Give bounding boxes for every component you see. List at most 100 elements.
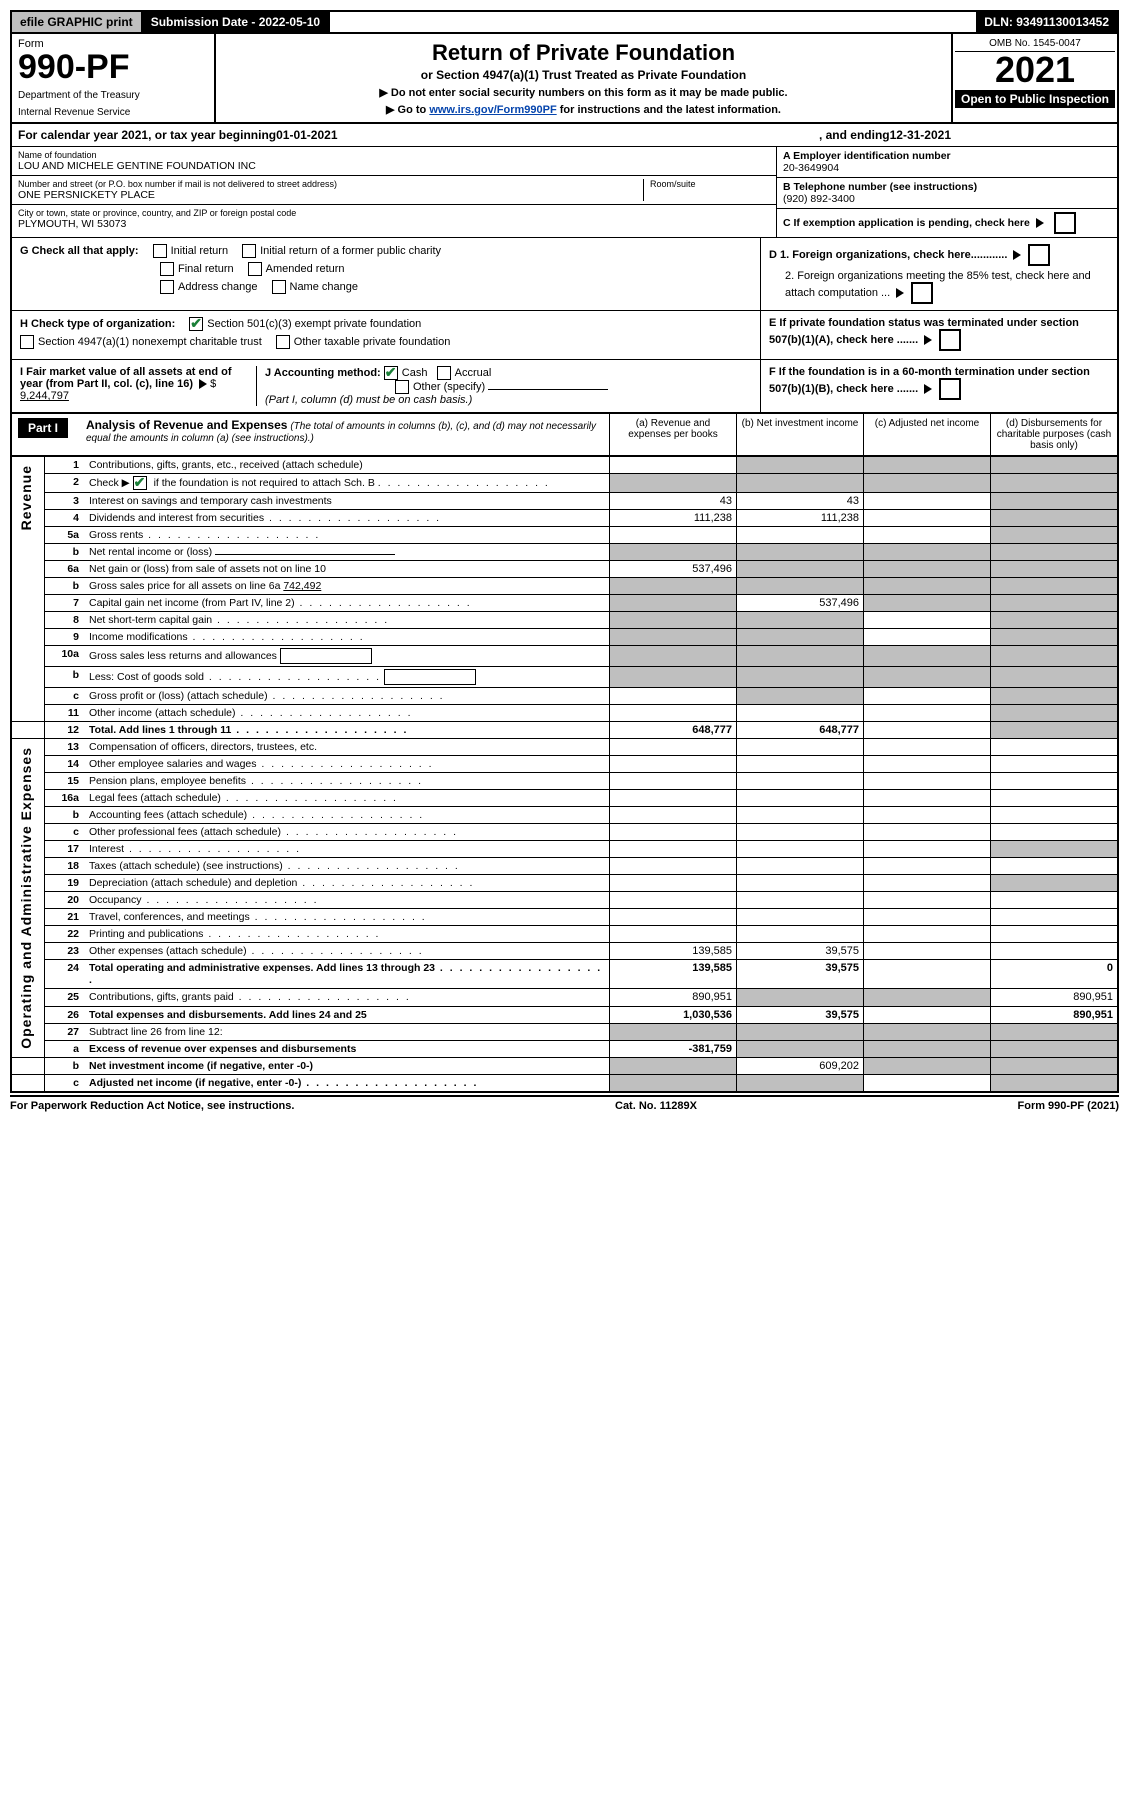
foundation-name-label: Name of foundation [18, 150, 770, 160]
g-name: Name change [290, 281, 359, 293]
arrow-icon [896, 288, 904, 298]
arrow-icon [1036, 218, 1044, 228]
h-other-tax: Other taxable private foundation [294, 336, 451, 348]
e-checkbox[interactable] [939, 329, 961, 351]
g-addr-checkbox[interactable] [160, 280, 174, 294]
col-g: G Check all that apply: Initial return I… [12, 238, 761, 310]
part-1-header: Part I Analysis of Revenue and Expenses … [12, 414, 1117, 456]
arrow-icon [199, 379, 207, 389]
line-13: Operating and Administrative Expenses 13… [12, 739, 1117, 756]
j-accrual-checkbox[interactable] [437, 366, 451, 380]
calyear-begin: 01-01-2021 [276, 128, 337, 142]
line-27b: bNet investment income (if negative, ent… [12, 1057, 1117, 1074]
line-20: 20Occupancy [12, 892, 1117, 909]
line-6b: b Gross sales price for all assets on li… [12, 578, 1117, 595]
col-f: F If the foundation is in a 60-month ter… [761, 360, 1117, 412]
room-suite-label: Room/suite [650, 179, 770, 189]
header-right: OMB No. 1545-0047 2021 Open to Public In… [951, 34, 1117, 122]
line-1: Revenue 1 Contributions, gifts, grants, … [12, 457, 1117, 474]
footer-mid: Cat. No. 11289X [615, 1100, 697, 1112]
row-ij-f: I Fair market value of all assets at end… [10, 360, 1119, 414]
part-1: Part I Analysis of Revenue and Expenses … [10, 414, 1119, 1093]
d1-label: D 1. Foreign organizations, check here..… [769, 249, 1007, 261]
ident-left: Name of foundation LOU AND MICHELE GENTI… [12, 147, 777, 237]
expenses-side-label: Operating and Administrative Expenses [16, 741, 36, 1055]
submission-date: Submission Date - 2022-05-10 [143, 12, 330, 32]
line-12: 12 Total. Add lines 1 through 11 648,777… [12, 722, 1117, 739]
city-value: PLYMOUTH, WI 53073 [18, 218, 770, 230]
l2-checkbox[interactable] [133, 476, 147, 490]
submission-date-label: Submission Date - [151, 15, 259, 29]
line-5a: 5a Gross rents [12, 527, 1117, 544]
j-cash: Cash [402, 367, 428, 379]
phone-label: B Telephone number (see instructions) [783, 181, 1111, 193]
h-501c3: Section 501(c)(3) exempt private foundat… [207, 318, 421, 330]
dln-label: DLN: [984, 15, 1016, 29]
line-16c: cOther professional fees (attach schedul… [12, 824, 1117, 841]
header-mid: Return of Private Foundation or Section … [216, 34, 951, 122]
form-title: Return of Private Foundation [226, 40, 941, 66]
g-final-checkbox[interactable] [160, 262, 174, 276]
row-g-d: G Check all that apply: Initial return I… [10, 238, 1119, 311]
line-15: 15Pension plans, employee benefits [12, 773, 1117, 790]
exemption-checkbox[interactable] [1054, 212, 1076, 234]
g-initial: Initial return [171, 245, 228, 257]
exemption-pending-cell: C If exemption application is pending, c… [777, 209, 1117, 237]
g-initial-former-checkbox[interactable] [242, 244, 256, 258]
g-initial-former: Initial return of a former public charit… [260, 245, 441, 257]
line-17: 17Interest [12, 841, 1117, 858]
d1-checkbox[interactable] [1028, 244, 1050, 266]
line-6a: 6a Net gain or (loss) from sale of asset… [12, 561, 1117, 578]
j-cash-checkbox[interactable] [384, 366, 398, 380]
col-d: D 1. Foreign organizations, check here..… [761, 238, 1117, 310]
h-4947-checkbox[interactable] [20, 335, 34, 349]
topbar: efile GRAPHIC print Submission Date - 20… [10, 10, 1119, 34]
h-4947: Section 4947(a)(1) nonexempt charitable … [38, 336, 262, 348]
g-final: Final return [178, 263, 234, 275]
col-b-header: (b) Net investment income [736, 414, 863, 455]
address-label: Number and street (or P.O. box number if… [18, 179, 643, 189]
d2-checkbox[interactable] [911, 282, 933, 304]
f-checkbox[interactable] [939, 378, 961, 400]
h-other-tax-checkbox[interactable] [276, 335, 290, 349]
tax-year: 2021 [955, 52, 1115, 88]
j-other-checkbox[interactable] [395, 380, 409, 394]
col-a-header: (a) Revenue and expenses per books [609, 414, 736, 455]
h-501c3-checkbox[interactable] [189, 317, 203, 331]
header-left: Form 990-PF Department of the Treasury I… [12, 34, 216, 122]
line-24: 24Total operating and administrative exp… [12, 960, 1117, 989]
col-e: E If private foundation status was termi… [761, 311, 1117, 359]
calyear-end: 12-31-2021 [890, 128, 951, 142]
arrow-icon [1013, 250, 1021, 260]
goto-note: ▶ Go to www.irs.gov/Form990PF for instru… [226, 103, 941, 116]
efile-print-label[interactable]: efile GRAPHIC print [12, 12, 143, 32]
g-initial-checkbox[interactable] [153, 244, 167, 258]
address-cell: Number and street (or P.O. box number if… [12, 176, 776, 205]
line-8: 8 Net short-term capital gain [12, 612, 1117, 629]
goto-post: for instructions and the latest informat… [560, 104, 781, 116]
line-11: 11 Other income (attach schedule) [12, 705, 1117, 722]
line-27: 27Subtract line 26 from line 12: [12, 1023, 1117, 1040]
g-label: G Check all that apply: [20, 245, 139, 257]
col-ij: I Fair market value of all assets at end… [12, 360, 761, 412]
phone-value: (920) 892-3400 [783, 193, 1111, 205]
arrow-icon [924, 335, 932, 345]
g-name-checkbox[interactable] [272, 280, 286, 294]
footer-right: Form 990-PF (2021) [1018, 1100, 1119, 1112]
dln: DLN: 93491130013452 [976, 12, 1117, 32]
identification-block: Name of foundation LOU AND MICHELE GENTI… [10, 147, 1119, 238]
ein-label: A Employer identification number [783, 150, 1111, 162]
dln-value: 93491130013452 [1016, 15, 1109, 29]
dept-treasury: Department of the Treasury [18, 90, 208, 101]
g-amended-checkbox[interactable] [248, 262, 262, 276]
line-5b: b Net rental income or (loss) [12, 544, 1117, 561]
goto-pre: ▶ Go to [386, 104, 429, 116]
line-4: 4 Dividends and interest from securities… [12, 510, 1117, 527]
l2-pre: Check ▶ [89, 477, 133, 489]
footer-left: For Paperwork Reduction Act Notice, see … [10, 1100, 294, 1112]
line-10c: c Gross profit or (loss) (attach schedul… [12, 688, 1117, 705]
form990pf-link[interactable]: www.irs.gov/Form990PF [429, 104, 556, 116]
line-9: 9 Income modifications [12, 629, 1117, 646]
i-value: 9,244,797 [20, 390, 69, 402]
line-19: 19Depreciation (attach schedule) and dep… [12, 875, 1117, 892]
